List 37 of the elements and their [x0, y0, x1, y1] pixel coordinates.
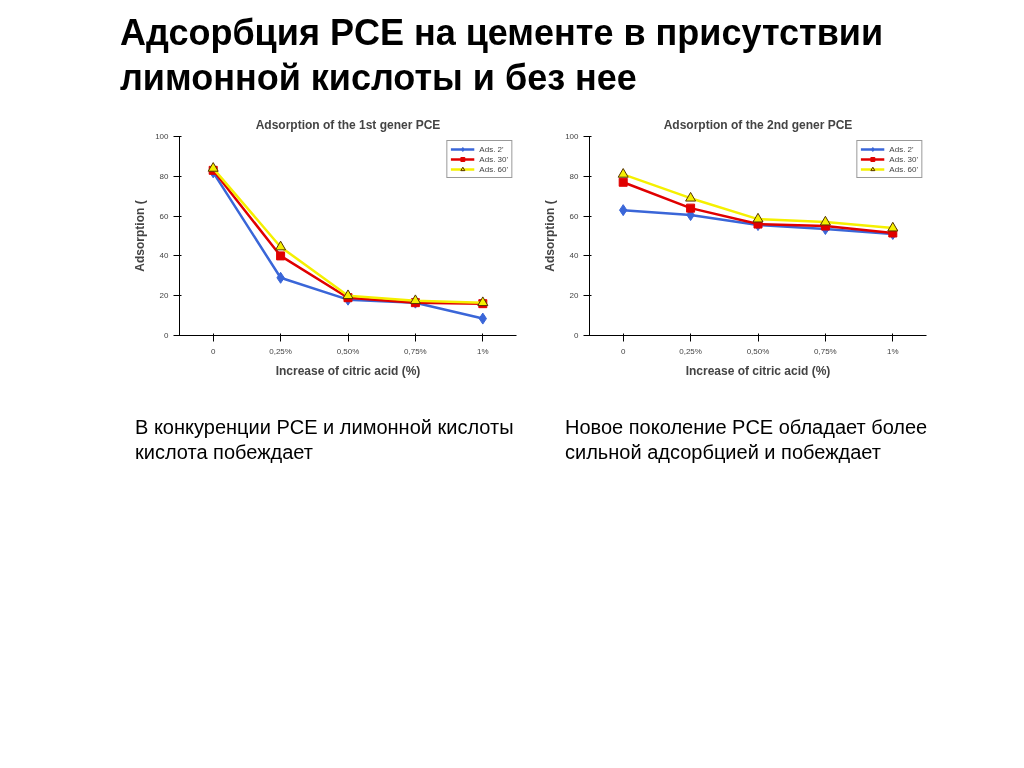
- x-tick-label: 0,25%: [679, 346, 702, 356]
- y-tick-label: 0: [574, 331, 580, 340]
- y-tick-label: 40: [569, 251, 580, 261]
- legend-label: Ads. 30': [889, 154, 918, 164]
- x-tick-label: 0,50%: [336, 346, 360, 356]
- text: Адсорбция PCE на цементе в присутствии лимонной кислоты и без нее: [120, 11, 885, 100]
- y-axis-title: Adsorption (: [543, 200, 558, 272]
- x-tick-label: 0,75%: [404, 346, 427, 356]
- y-tick-label: 60: [569, 211, 580, 221]
- y-tick-label: 80: [159, 171, 170, 181]
- y-tick-label: 60: [159, 211, 170, 221]
- y-tick-label: 100: [565, 132, 580, 141]
- x-tick-label: 0: [210, 346, 216, 356]
- x-tick-label: 0,25%: [269, 346, 292, 356]
- y-tick-label: 100: [155, 132, 170, 141]
- legend-label: Ads. 2': [889, 144, 914, 154]
- x-tick-label: 0,75%: [814, 346, 837, 356]
- text: Новое поколение PCE обладает более сильной адсорбцией и побеждает: [565, 415, 929, 465]
- y-axis-title: Adsorption (: [133, 200, 148, 272]
- y-tick-label: 80: [569, 171, 580, 181]
- legend-label: Ads. 2': [479, 144, 504, 154]
- x-tick-label: 0: [620, 346, 626, 356]
- legend-label: Ads. 60': [889, 164, 918, 174]
- y-tick-label: 40: [159, 251, 170, 261]
- y-tick-label: 0: [164, 331, 170, 340]
- text: В конкуренции PCE и лимонной кислоты кислота побеждает: [135, 415, 515, 465]
- x-axis-title: Increase of citric acid (%): [275, 363, 421, 378]
- legend-label: Ads. 30': [479, 154, 508, 164]
- x-tick-label: 1%: [887, 346, 899, 356]
- chart-title: Adsorption of the 2nd gener PCE: [663, 117, 853, 132]
- y-tick-label: 20: [159, 291, 170, 301]
- y-tick-label: 20: [569, 291, 580, 301]
- legend-label: Ads. 60': [479, 164, 508, 174]
- x-axis-title: Increase of citric acid (%): [685, 363, 831, 378]
- chart-title: Adsorption of the 1st gener PCE: [255, 117, 441, 132]
- x-tick-label: 0,50%: [746, 346, 770, 356]
- x-tick-label: 1%: [477, 346, 489, 356]
